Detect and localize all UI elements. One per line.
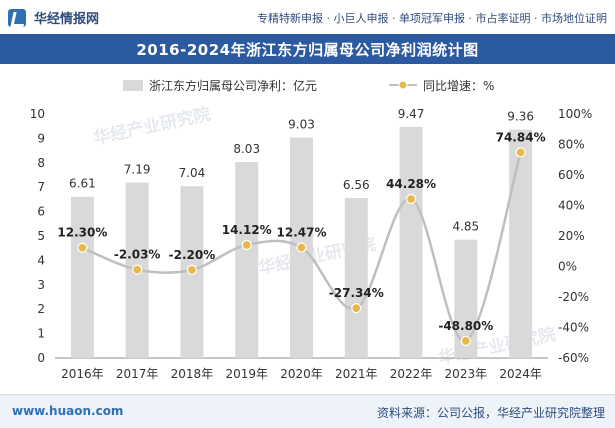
growth-marker [132, 264, 143, 275]
bar [70, 196, 94, 358]
site-header: 华经情报网 专精特新申报 · 小巨人申报 · 单项冠军申报 · 市占率证明 · … [0, 0, 615, 35]
growth-value-label: 14.12% [222, 223, 272, 237]
y-right-tick-label: -20% [558, 290, 589, 304]
legend-line-marker [398, 80, 408, 90]
growth-value-label: 12.30% [57, 226, 107, 240]
y-right-tick-label: 0% [558, 260, 577, 274]
growth-value-label: -2.20% [169, 248, 216, 262]
watermark-text: 华经产业研究院 [92, 104, 213, 149]
y-right-tick-label: 80% [558, 138, 585, 152]
bar [235, 162, 259, 358]
bar-value-label: 6.61 [69, 177, 96, 191]
site-logo[interactable]: 华经情报网 [8, 8, 99, 27]
x-tick-label: 2020年 [280, 367, 323, 381]
growth-value-label: 74.84% [496, 130, 546, 144]
bar-value-label: 8.03 [233, 142, 260, 156]
growth-marker [351, 303, 362, 314]
footer-website[interactable]: www.huaon.com [12, 404, 124, 418]
x-tick-label: 2022年 [390, 367, 433, 381]
logo-icon [8, 8, 26, 27]
x-tick-label: 2016年 [61, 367, 104, 381]
site-name: 华经情报网 [34, 12, 100, 27]
growth-marker [296, 242, 307, 253]
y-left-tick-label: 4 [37, 253, 45, 267]
y-right-tick-label: -60% [558, 351, 589, 365]
legend: 浙江东方归属母公司净利：亿元 同比增速：% [123, 78, 494, 93]
growth-value-label: -2.03% [114, 248, 161, 262]
y-right-tick-label: 60% [558, 168, 585, 182]
growth-marker [405, 193, 417, 205]
bar-value-label: 9.03 [288, 118, 315, 132]
y-right-tick-label: -40% [558, 321, 589, 335]
bar-value-label: 9.47 [398, 107, 425, 121]
y-left-tick-label: 0 [37, 351, 45, 365]
x-tick-label: 2024年 [499, 367, 542, 381]
y-right-tick-label: 100% [558, 107, 592, 121]
legend-bar-label: 浙江东方归属母公司净利：亿元 [149, 78, 317, 93]
y-right-tick-label: 20% [558, 229, 585, 243]
growth-marker [186, 264, 198, 275]
bar-value-label: 7.04 [179, 166, 206, 180]
growth-value-label: 12.47% [277, 225, 327, 239]
x-tick-label: 2019年 [225, 367, 268, 381]
bar-value-label: 7.19 [124, 163, 151, 177]
y-left-tick-label: 9 [37, 131, 45, 145]
y-right-tick-label: 40% [558, 199, 585, 213]
y-left-tick-label: 6 [37, 205, 45, 219]
chart-title: 2016-2024年浙江东方归属母公司净利润统计图 [0, 34, 615, 64]
bar [399, 126, 423, 358]
bar-value-label: 6.56 [343, 178, 370, 192]
bar [344, 197, 368, 358]
growth-line-series [77, 147, 526, 347]
y-left-tick-label: 8 [37, 156, 45, 170]
growth-value-label: 44.28% [386, 177, 436, 191]
chart-area: 华经产业研究院 华经产业研究院 华经产业研究院 浙江东方归属母公司净利：亿元 同比增速… [0, 64, 615, 394]
service-links[interactable]: 专精特新申报 · 小巨人申报 · 单项冠军申报 · 市占率证明 · 市场地位证明 [257, 12, 607, 25]
growth-marker [515, 147, 526, 158]
growth-value-label: -48.80% [438, 319, 493, 333]
y-left-tick-label: 1 [37, 327, 45, 341]
y-left-tick-label: 2 [37, 302, 45, 316]
x-tick-label: 2023年 [445, 367, 488, 381]
growth-marker [241, 239, 252, 251]
data-labels: 6.61 7.19 7.04 8.03 9.03 6.56 9.47 4.85 9.36 12.3… [57, 107, 545, 333]
bar-value-label: 9.36 [507, 110, 534, 124]
footer-source: 资料来源：公司公报，华经产业研究院整理 [376, 406, 605, 420]
growth-marker [77, 242, 88, 253]
y-left-tick-label: 7 [37, 180, 45, 194]
growth-value-label: -27.34% [329, 286, 384, 300]
growth-marker [460, 335, 471, 347]
x-tick-label: 2017年 [116, 367, 159, 381]
y-left-tick-label: 10 [30, 107, 45, 121]
x-tick-label: 2018年 [171, 367, 214, 381]
bar [454, 239, 478, 358]
y-left-tick-label: 3 [37, 278, 45, 292]
y-left-tick-label: 5 [37, 229, 45, 243]
x-tick-label: 2021年 [335, 367, 378, 381]
legend-line-label: 同比增速：% [423, 79, 494, 93]
bar-value-label: 4.85 [452, 220, 479, 234]
footer: www.huaon.com 资料来源：公司公报，华经产业研究院整理 [0, 394, 615, 428]
bar [509, 129, 533, 358]
legend-bar-swatch [123, 80, 143, 91]
